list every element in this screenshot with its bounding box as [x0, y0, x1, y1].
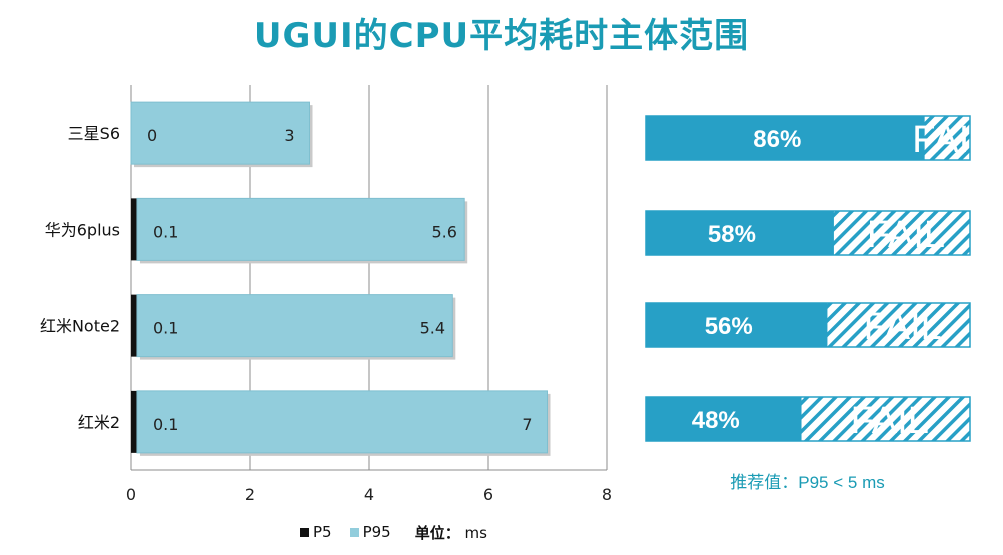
unit-value: ms [464, 523, 487, 542]
bar-p95-1 [136, 197, 465, 261]
status-bars: 86% FAIL 58% FAIL 56% FAIL 48% FAIL [645, 115, 990, 442]
category-label-1: 华为6plus [45, 220, 120, 239]
legend: P5 P95 单位： ms [300, 521, 487, 543]
legend-swatch-p95 [349, 527, 359, 537]
status-fill-0 [646, 116, 925, 160]
legend-label-p95: P95 [362, 523, 391, 541]
bar-p95-2 [136, 294, 453, 358]
status-fill-3 [646, 397, 802, 441]
category-label-3: 红米2 [78, 413, 120, 432]
data-label-p5-3: 0.1 [153, 415, 178, 434]
status-fail-3: FAIL [851, 400, 929, 442]
recommendation-text: 推荐值：P95 < 5 ms [730, 473, 885, 492]
x-tick-label-4: 4 [364, 485, 374, 504]
status-fail-2: FAIL [864, 306, 942, 348]
bars [130, 101, 551, 456]
bar-p5-3 [131, 390, 137, 453]
status-percent-0: 86% [753, 126, 801, 153]
data-label-p95-2: 5.4 [420, 319, 445, 338]
data-label-p5-0: 0 [147, 126, 157, 145]
chart-title: UGUI的CPU平均耗时主体范围 [253, 16, 750, 56]
labels: 0 2 4 6 8 三星S6 0 3 华为6plus 0.1 5.6 红米Note2 0.1 5.4 红米2… [40, 124, 612, 504]
status-percent-1: 58% [708, 221, 756, 248]
bar-p95-3 [136, 390, 548, 454]
data-label-p5-2: 0.1 [153, 319, 178, 338]
status-fill-1 [646, 211, 834, 255]
legend-swatch-p5 [300, 527, 309, 537]
unit-label: 单位： [414, 523, 460, 542]
x-tick-label-2: 2 [245, 485, 255, 504]
status-fill-2 [646, 303, 828, 347]
legend-item-p5: P5 [300, 523, 332, 541]
category-label-2: 红米Note2 [40, 317, 120, 336]
status-fail-0: FAIL [912, 119, 990, 161]
bar-p95-0 [130, 101, 310, 165]
x-tick-label-6: 6 [483, 485, 493, 504]
status-percent-2: 56% [705, 313, 753, 340]
data-label-p95-1: 5.6 [431, 222, 456, 241]
unit-note: 单位： ms [415, 522, 487, 543]
category-label-0: 三星S6 [68, 124, 120, 143]
bar-p5-1 [131, 198, 137, 261]
x-tick-label-8: 8 [602, 485, 612, 504]
data-label-p5-1: 0.1 [153, 222, 178, 241]
status-fail-1: FAIL [867, 214, 945, 256]
data-label-p95-0: 3 [284, 126, 294, 145]
data-label-p95-3: 7 [522, 415, 532, 434]
x-tick-label-0: 0 [126, 485, 136, 504]
bar-p5-2 [131, 294, 137, 357]
legend-label-p5: P5 [313, 523, 332, 541]
legend-item-p95: P95 [349, 523, 391, 541]
status-percent-3: 48% [692, 407, 740, 434]
